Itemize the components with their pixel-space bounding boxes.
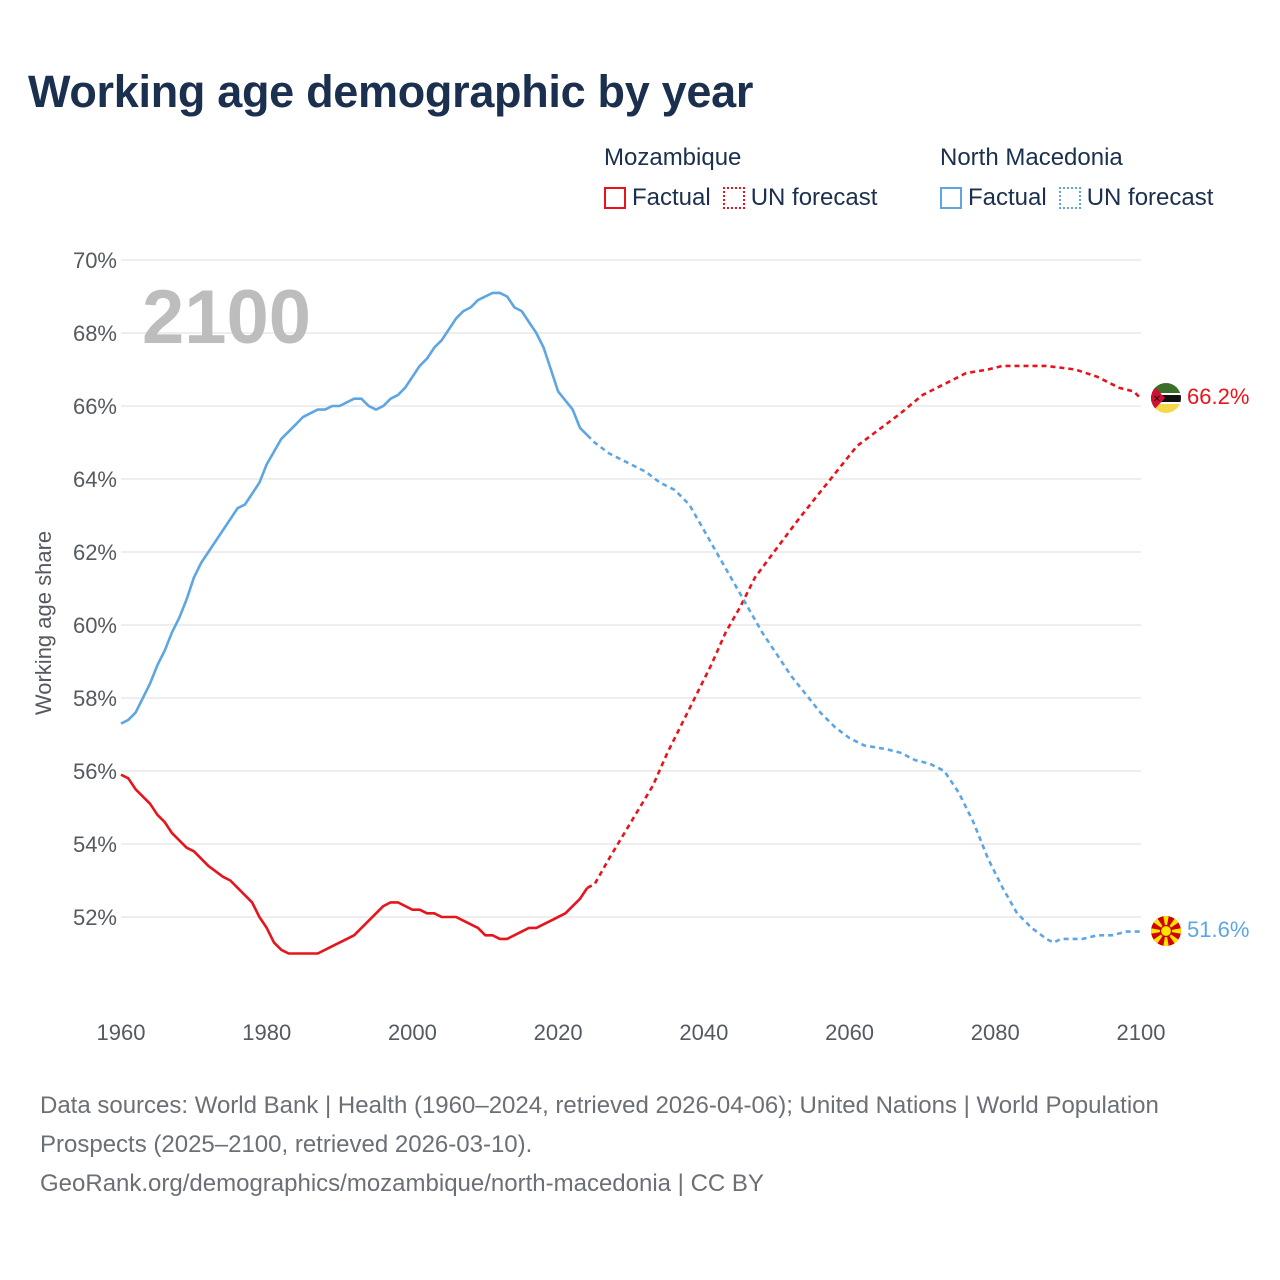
y-tick-label: 52% [73,905,117,930]
source-text: Data sources: World Bank | Health (1960–… [40,1092,1159,1158]
y-tick-label: 58% [73,686,117,711]
series-line-mozambique-forecast[interactable] [586,364,1142,889]
y-tick-label: 64% [73,467,117,492]
legend-item-north-macedonia-forecast[interactable]: UN forecast [1058,184,1214,212]
x-tick-label: 1960 [97,1020,146,1045]
x-tick-label: 2000 [388,1020,437,1045]
x-tick-label: 2060 [825,1020,874,1045]
y-tick-label: 56% [73,759,117,784]
end-label-north-macedonia: 51.6% [1187,917,1249,942]
legend-item-north-macedonia-factual[interactable]: Factual [940,184,1047,212]
legend-group-north-macedonia: North Macedonia Factual UN forecast [940,144,1213,212]
source-link[interactable]: GeoRank.org/demographics/mozambique/nort… [40,1170,764,1197]
y-tick-label: 66% [73,394,117,419]
grid-lines [121,259,1141,918]
legend-group-mozambique: Mozambique Factual UN forecast [604,144,877,212]
legend-item-mozambique-forecast[interactable]: UN forecast [722,184,878,212]
legend-item-mozambique-factual[interactable]: Factual [604,184,711,212]
x-tick-label: 1980 [242,1020,291,1045]
series-line-mozambique-factual[interactable] [120,773,589,955]
source-note: Data sources: World Bank | Health (1960–… [40,1086,1180,1203]
chart-title: Working age demographic by year [28,66,754,117]
end-label-mozambique: 66.2% [1187,384,1249,409]
series-lines [120,291,1142,955]
x-axis-ticks: 1960 1980 2000 2020 2040 2060 2080 2100 [97,1020,1166,1045]
y-tick-label: 68% [73,321,117,346]
legend-swatch-solid [604,187,626,209]
y-tick-label: 60% [73,613,117,638]
y-tick-label: 70% [73,248,117,273]
x-tick-label: 2100 [1117,1020,1166,1045]
svg-text:✕: ✕ [1153,394,1161,405]
y-axis-ticks: 52% 54% 56% 58% 60% 62% 64% 66% 68% 70% [73,248,117,930]
legend-label: UN forecast [1086,184,1214,211]
legend-swatch-dotted [722,187,745,209]
legend-country-mozambique: Mozambique [604,144,742,171]
series-line-north-macedonia-forecast[interactable] [586,434,1141,945]
legend-country-north-macedonia: North Macedonia [940,144,1123,171]
y-axis-label: Working age share [31,531,56,715]
legend-label: UN forecast [750,184,878,211]
mozambique-flag-icon: ✕ [1151,383,1181,413]
legend-label: Factual [632,184,711,211]
current-year-label: 2100 [142,275,311,360]
x-tick-label: 2080 [971,1020,1020,1045]
y-tick-label: 54% [73,832,117,857]
x-tick-label: 2040 [679,1020,728,1045]
y-tick-label: 62% [73,540,117,565]
x-tick-label: 2020 [534,1020,583,1045]
legend-swatch-solid [940,187,962,209]
legend-label: Factual [968,184,1047,211]
legend-swatch-dotted [1058,187,1081,209]
series-line-north-macedonia-factual[interactable] [120,291,589,725]
